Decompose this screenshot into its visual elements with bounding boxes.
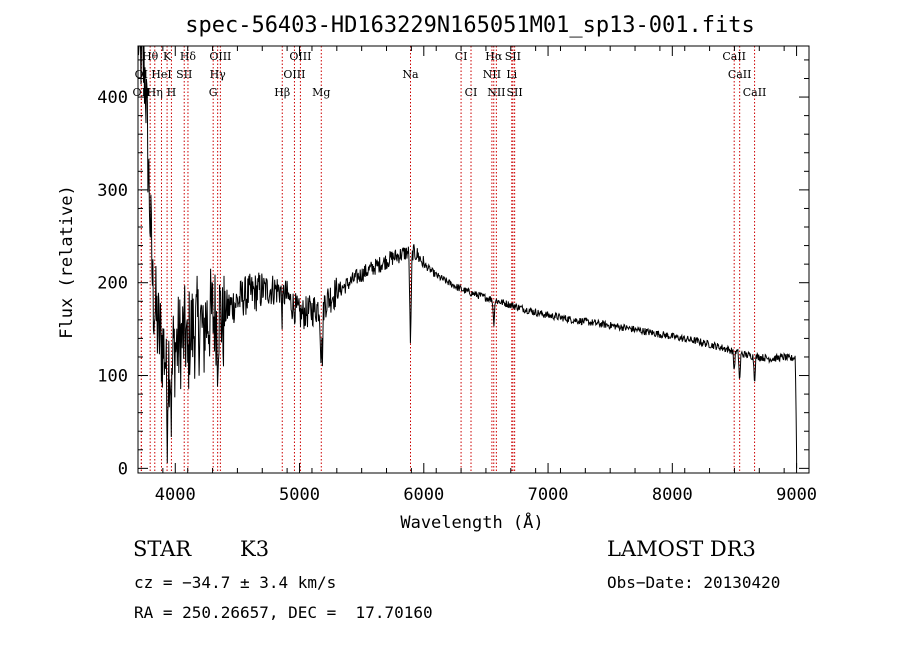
spectral-line-label: NII: [483, 68, 501, 81]
spectral-line-label: Hδ: [180, 50, 197, 63]
x-tick-label: 5000: [279, 485, 320, 505]
y-tick-label: 200: [97, 274, 128, 294]
y-axis-label: Flux (relative): [57, 185, 77, 339]
x-tick-label: 9000: [776, 485, 817, 505]
spectral-line-label: K: [163, 50, 172, 63]
spectral-line-label: OIII: [209, 50, 231, 63]
spectral-line-label: H: [167, 86, 177, 99]
spectral-line-label: SII: [176, 68, 192, 81]
chart-title: spec-56403-HD163229N165051M01_sp13-001.f…: [185, 13, 755, 38]
spectral-line-label: Mg: [312, 86, 330, 99]
spectral-line-label: CaII: [722, 50, 746, 63]
plot-frame: [137, 45, 810, 474]
spectral-line-label: Hγ: [210, 68, 227, 81]
redshift-velocity: cz = −34.7 ± 3.4 km/s: [134, 573, 337, 592]
spectral-line-label: Hα: [485, 50, 503, 63]
x-axis-label: Wavelength (Å): [400, 511, 543, 533]
y-tick-label: 400: [97, 88, 128, 108]
spectral-line-label: NII: [487, 86, 505, 99]
spectral-line-markers: [140, 46, 756, 473]
y-tick-label: 100: [97, 367, 128, 387]
x-tick-label: 7000: [528, 485, 569, 505]
spectral-line-label: Na: [402, 68, 419, 81]
spectral-line-label: G: [209, 86, 218, 99]
spectral-line-label: Hη: [147, 86, 163, 99]
object-class: STAR: [133, 537, 192, 561]
coordinates: RA = 250.26657, DEC = 17.70160: [134, 603, 433, 622]
y-tick-label: 0: [118, 459, 128, 479]
spectral-line-label: CI: [455, 50, 468, 63]
x-tick-label: 4000: [155, 485, 196, 505]
x-tick-label: 6000: [403, 485, 444, 505]
x-tick-label: 8000: [652, 485, 693, 505]
spectral-line-label: HeI: [151, 68, 171, 81]
spectral-line-label: Hβ: [274, 86, 290, 99]
axis-ticks: 4000 5000 6000 7000 8000 9000 0 100 200 300 400: [97, 46, 817, 505]
spectral-line-label: OIII: [283, 68, 305, 81]
spectral-line-label: SII: [505, 50, 521, 63]
spectral-line-label: CaII: [728, 68, 752, 81]
spectral-line-label: CaII: [743, 86, 767, 99]
spectral-line-label: SII: [507, 86, 523, 99]
spectral-line-label: Hθ: [142, 50, 159, 63]
flux-series-line: [137, 45, 798, 469]
spectral-line-label: Li: [506, 68, 517, 81]
observation-date: Obs−Date: 20130420: [607, 573, 781, 592]
survey-name: LAMOST DR3: [607, 537, 756, 561]
spectral-line-label: CI: [465, 86, 478, 99]
object-subclass: K3: [240, 537, 270, 561]
y-tick-label: 300: [97, 181, 128, 201]
spectral-line-label: OIII: [289, 50, 311, 63]
